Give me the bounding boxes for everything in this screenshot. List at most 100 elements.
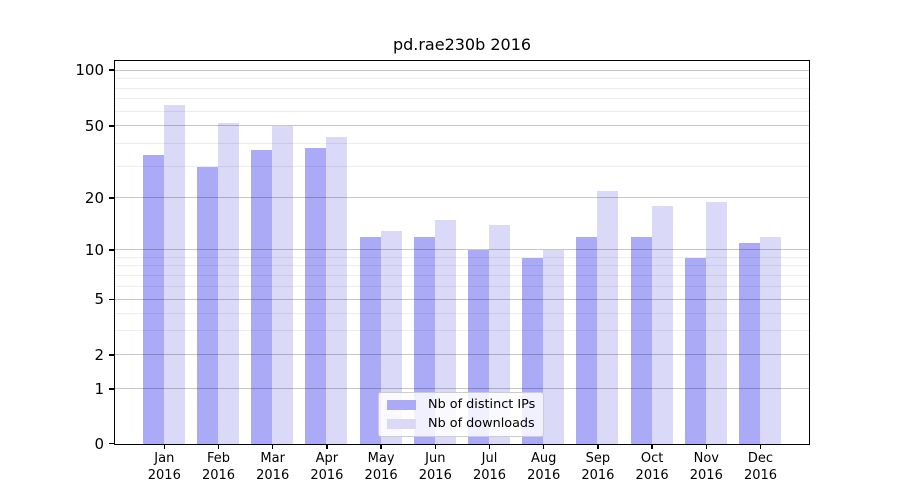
minor-gridline-90 (115, 78, 809, 80)
x-tick-label-nov: Nov 2016 (676, 451, 736, 484)
minor-gridline-6 (115, 285, 809, 287)
y-tick-label-20: 20 (84, 188, 104, 207)
x-tick-label-year: 2016 (256, 467, 290, 483)
x-tick-label-jun: Jun 2016 (405, 451, 465, 484)
y-tick-label-10: 10 (84, 240, 104, 259)
x-tick-mark-oct (651, 445, 653, 449)
x-tick-mark-dec (759, 445, 762, 449)
legend-label-downloads: Nb of downloads (428, 416, 535, 431)
bar-feb-distinct-ips (197, 166, 218, 444)
bar-feb-downloads (218, 123, 239, 444)
bar-mar-downloads (272, 126, 294, 444)
major-gridline-50 (115, 125, 809, 127)
bar-dec-downloads (760, 236, 781, 444)
bar-oct-distinct-ips (630, 236, 652, 444)
bar-oct-downloads (651, 206, 673, 444)
bar-aug-downloads (543, 250, 565, 444)
x-tick-mark-mar (272, 445, 274, 449)
x-tick-mark-nov (705, 445, 707, 449)
major-gridline-1 (115, 388, 809, 390)
bar-apr-downloads (326, 136, 348, 444)
plot-area (114, 60, 810, 445)
x-tick-label-year: 2016 (581, 467, 615, 483)
x-tick-label-year: 2016 (147, 467, 181, 483)
bar-nov-distinct-ips (684, 258, 706, 444)
major-gridline-10 (115, 249, 809, 251)
minor-gridline-70 (115, 98, 809, 100)
legend: Nb of distinct IPs Nb of downloads (378, 392, 544, 437)
y-tick-mark-100 (109, 69, 114, 71)
y-tick-mark-10 (109, 249, 114, 251)
y-tick-mark-0 (109, 442, 114, 445)
x-tick-label-sep: Sep 2016 (568, 451, 628, 484)
major-gridline-20 (115, 197, 809, 199)
bar-jan-downloads (163, 105, 185, 444)
bar-nov-downloads (705, 202, 727, 444)
x-tick-mark-jan (163, 445, 165, 449)
legend-swatch-downloads (387, 419, 416, 429)
x-tick-mark-sep (597, 445, 599, 449)
x-tick-mark-aug (543, 445, 545, 449)
x-tick-label-year: 2016 (689, 467, 723, 483)
legend-item-distinct-ips: Nb of distinct IPs (387, 397, 535, 413)
x-tick-label-year: 2016 (472, 467, 507, 483)
minor-gridline-3 (115, 329, 809, 331)
x-tick-label-year: 2016 (527, 467, 561, 483)
x-tick-label-aug: Aug 2016 (514, 451, 574, 484)
y-tick-mark-5 (109, 298, 114, 301)
minor-gridline-80 (115, 87, 809, 89)
x-tick-mark-feb (217, 445, 220, 449)
minor-gridline-8 (115, 265, 809, 267)
major-gridline-100 (115, 69, 809, 71)
minor-gridline-4 (115, 312, 809, 314)
minor-gridline-7 (115, 274, 809, 276)
y-tick-label-5: 5 (94, 290, 104, 309)
bar-dec-distinct-ips (739, 243, 760, 444)
minor-gridline-60 (115, 110, 809, 112)
x-tick-label-jul: Jul 2016 (460, 451, 520, 484)
bar-sep-distinct-ips (576, 236, 598, 444)
x-tick-mark-apr (326, 445, 328, 449)
bar-jun-downloads (434, 220, 456, 444)
bar-apr-distinct-ips (305, 148, 327, 444)
bar-mar-distinct-ips (251, 150, 273, 444)
major-gridline-5 (115, 298, 809, 300)
bar-jul-downloads (489, 225, 510, 444)
x-tick-label-year: 2016 (310, 467, 344, 483)
x-tick-label-year: 2016 (418, 467, 452, 483)
x-tick-label-year: 2016 (364, 467, 398, 483)
x-tick-label-feb: Feb 2016 (189, 451, 249, 484)
bar-may-distinct-ips (359, 236, 381, 444)
x-tick-mark-jul (488, 445, 491, 449)
legend-swatch-distinct-ips (387, 400, 416, 410)
x-tick-label-apr: Apr 2016 (297, 451, 357, 484)
minor-gridline-30 (115, 165, 809, 167)
y-tick-mark-1 (109, 388, 114, 390)
y-tick-mark-2 (109, 354, 114, 356)
legend-item-downloads: Nb of downloads (387, 416, 535, 432)
x-tick-label-oct: Oct 2016 (622, 451, 682, 484)
y-tick-label-0: 0 (94, 434, 104, 453)
major-gridline-2 (115, 354, 809, 356)
x-tick-label-year: 2016 (635, 467, 669, 483)
bar-sep-downloads (597, 191, 619, 444)
y-tick-label-1: 1 (94, 379, 104, 398)
x-tick-label-year: 2016 (743, 467, 778, 483)
minor-gridline-40 (115, 143, 809, 145)
x-tick-label-may: May 2016 (351, 451, 411, 484)
x-tick-mark-may (380, 445, 382, 449)
x-tick-label-year: 2016 (201, 467, 236, 483)
bar-jan-distinct-ips (142, 154, 164, 444)
y-tick-label-50: 50 (84, 116, 104, 135)
legend-label-distinct-ips: Nb of distinct IPs (428, 397, 536, 412)
y-tick-label-2: 2 (94, 345, 104, 364)
x-tick-mark-jun (434, 445, 436, 449)
y-tick-label-100: 100 (75, 61, 104, 80)
chart-title: pd.rae230b 2016 (392, 35, 532, 54)
y-tick-mark-20 (109, 197, 114, 199)
x-tick-label-mar: Mar 2016 (243, 451, 303, 484)
x-tick-label-jan: Jan 2016 (134, 451, 194, 484)
bar-may-downloads (380, 230, 402, 444)
minor-gridline-9 (115, 257, 809, 258)
